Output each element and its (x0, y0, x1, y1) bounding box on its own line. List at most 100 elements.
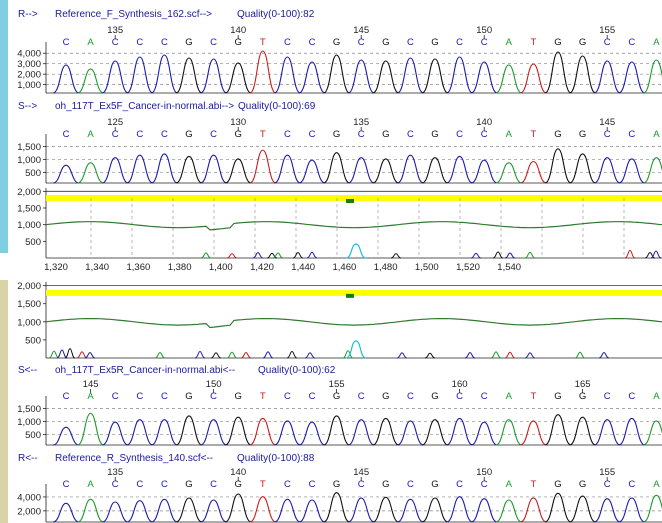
diff1-position-marker (346, 199, 354, 203)
t2-position-label: 145 (599, 117, 615, 128)
diff2-noise-peak (342, 350, 354, 359)
t3-base-call: C (210, 391, 217, 402)
t1-base-call: A (506, 37, 513, 48)
diff1-noise-peak (524, 251, 536, 259)
t3-peak (643, 420, 662, 446)
t1-base-call: C (136, 37, 143, 48)
t1-peak (520, 63, 547, 94)
diff2-noise-peak (56, 349, 68, 359)
diff1-noise-peak (226, 253, 238, 259)
t2-peak (298, 159, 326, 184)
t4-peak (348, 497, 375, 523)
t1-base-call: C (63, 37, 70, 48)
t4-base-call: G (235, 479, 242, 490)
t3-base-call: G (579, 391, 586, 402)
diff1-noise-peak (390, 253, 402, 259)
track1-header[interactable]: R--> Reference_F_Synthesis_162.scf--> Qu… (0, 6, 662, 24)
t3-peak (618, 417, 646, 446)
track2-header[interactable]: S--> oh_117T_Ex5F_Cancer-in-normal.abi--… (0, 98, 662, 116)
t3-base-call: T (260, 391, 266, 402)
track4-chromatogram[interactable]: 4,000 2,000 135 140 145 150 155 C A C C C G C G T C C G C G C… (10, 466, 662, 523)
t2-peak (175, 155, 203, 184)
t4-ytick-label: 2,000 (17, 506, 41, 517)
track1-quality: Quality(0-100):82 (237, 9, 315, 20)
diff1-noise-peak (470, 252, 482, 259)
t2-base-call: T (260, 129, 266, 140)
diff2-noise-peak (154, 352, 166, 359)
diff1-ytick-label: 1,000 (17, 220, 41, 231)
diff1-highlight-band (46, 195, 662, 201)
t4-position-label: 135 (107, 467, 123, 478)
t2-peak (397, 154, 424, 184)
diff2-noise-peak (76, 351, 88, 359)
diff1-noise-peak (624, 249, 636, 259)
diff2-noise-peak (226, 351, 238, 359)
t3-peak (274, 420, 301, 446)
x-axis-tick-label: 1,340 (85, 262, 110, 273)
t1-base-call: C (161, 37, 168, 48)
track1-chromatogram[interactable]: 4,000 3,000 2,000 1,000 135 140 145 150 155 C A C C C… (10, 24, 662, 94)
t3-ytick-label: 500 (25, 430, 41, 441)
difference-plot-1[interactable]: 2,000 1,500 1,000 500 (10, 184, 662, 260)
t1-base-call: C (456, 37, 463, 48)
diff2-variant-peak (345, 340, 367, 359)
diff2-ytick-label: 1,000 (17, 317, 41, 328)
t2-base-call: C (604, 129, 611, 140)
t2-peak (495, 162, 522, 184)
diff1-variant-peak (345, 243, 367, 259)
t3-position-label: 160 (452, 379, 468, 390)
diff2-highlight-band (46, 289, 662, 296)
t4-base-call: C (161, 479, 168, 490)
t4-peak (175, 497, 203, 523)
t1-base-call: G (431, 37, 438, 48)
t3-base-call: G (431, 391, 438, 402)
t1-position-label: 155 (599, 25, 615, 36)
t1-peak (618, 61, 646, 94)
t4-peak (298, 499, 326, 523)
t4-peak (544, 492, 572, 523)
diff1-ytick-label: 1,500 (17, 204, 41, 215)
track3-direction: S<-- (18, 365, 38, 376)
t4-peak (569, 495, 596, 523)
track2-direction: S--> (18, 101, 38, 112)
x-axis-tick-label: 1,440 (291, 262, 316, 273)
track3-header[interactable]: S<-- oh_117T_Ex5R_Cancer-in-normal.abi<-… (0, 362, 662, 380)
diff1-noise-peak (504, 252, 516, 259)
t1-peak (397, 57, 424, 94)
t3-peak (323, 415, 350, 446)
t2-peak (225, 158, 252, 184)
track2-chromatogram[interactable]: 1,500 1,000 500 125 130 135 140 145 C A C C C G C G T C C G… (10, 116, 662, 184)
t2-peak (520, 160, 547, 184)
t4-peak (471, 498, 498, 523)
track3-chromatogram[interactable]: 1,500 1,000 500 145 150 155 160 165 C A C C C G C G T C C G… (10, 378, 662, 446)
t4-base-call: C (407, 479, 414, 490)
t2-peak (446, 155, 473, 184)
t3-position-label: 165 (575, 379, 591, 390)
t4-peak (372, 496, 400, 523)
track2-filename: oh_117T_Ex5F_Cancer-in-normal.abi--> (55, 101, 235, 112)
track4-header[interactable]: R<-- Reference_R_Synthesis_140.scf<-- Qu… (0, 450, 662, 468)
t2-base-call: C (136, 129, 143, 140)
t1-base-call: C (284, 37, 291, 48)
difference-plot-2-svg: 2,000 1,500 1,000 500 (17, 281, 662, 359)
t4-position-label: 155 (599, 467, 615, 478)
x-axis-tick-label: 1,360 (126, 262, 151, 273)
track1-direction: R--> (18, 9, 38, 20)
difference-plot-2[interactable]: 2,000 1,500 1,000 500 (10, 278, 662, 360)
t4-ytick-label: 4,000 (17, 492, 41, 503)
t1-base-call: A (653, 37, 660, 48)
t3-base-call: A (653, 391, 660, 402)
t3-base-call: A (87, 391, 94, 402)
t2-base-call: T (530, 129, 536, 140)
t4-base-call: C (284, 479, 291, 490)
t4-position-label: 140 (230, 467, 246, 478)
t2-peak (372, 158, 399, 184)
t2-peak (593, 157, 621, 184)
t2-peak (249, 149, 277, 184)
t3-base-call: A (506, 391, 513, 402)
diff1-noise-peak (306, 251, 318, 259)
t1-base-call: G (579, 37, 586, 48)
t1-base-call: C (358, 37, 365, 48)
t1-peak (495, 64, 523, 94)
